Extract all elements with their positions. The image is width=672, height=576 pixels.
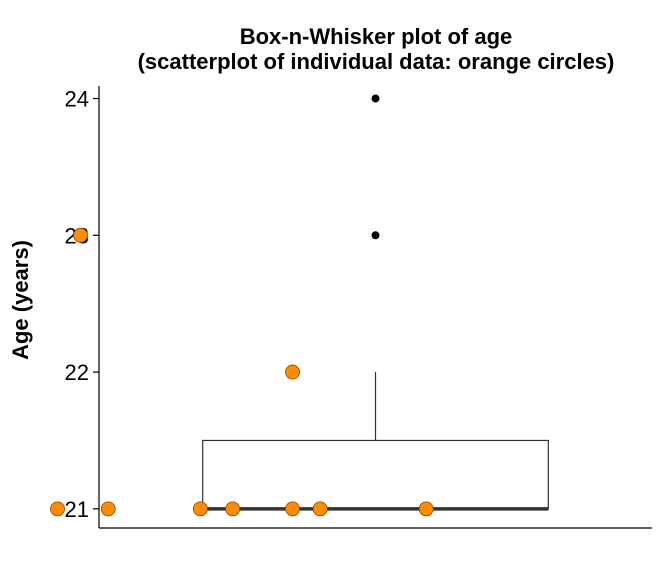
data-point bbox=[418, 501, 434, 517]
plot-area: 21222324 bbox=[50, 86, 652, 529]
y-tick-label: 24 bbox=[65, 87, 89, 112]
data-point bbox=[192, 501, 208, 517]
data-point bbox=[225, 501, 241, 517]
data-point bbox=[50, 501, 65, 517]
data-point bbox=[285, 364, 300, 380]
y-tick-label: 22 bbox=[65, 360, 89, 385]
y-tick-label: 21 bbox=[65, 497, 89, 522]
data-point bbox=[73, 227, 88, 243]
box-iqr bbox=[202, 439, 549, 510]
outlier-point bbox=[371, 231, 380, 240]
chart-title-line-1: Box-n-Whisker plot of age bbox=[240, 24, 513, 49]
chart-title-line-2: (scatterplot of individual data: orange … bbox=[138, 49, 615, 74]
data-point bbox=[100, 501, 116, 517]
data-point bbox=[312, 501, 328, 517]
y-axis-label: Age (years) bbox=[8, 240, 33, 360]
data-point bbox=[285, 501, 300, 517]
outlier-point bbox=[371, 94, 380, 103]
